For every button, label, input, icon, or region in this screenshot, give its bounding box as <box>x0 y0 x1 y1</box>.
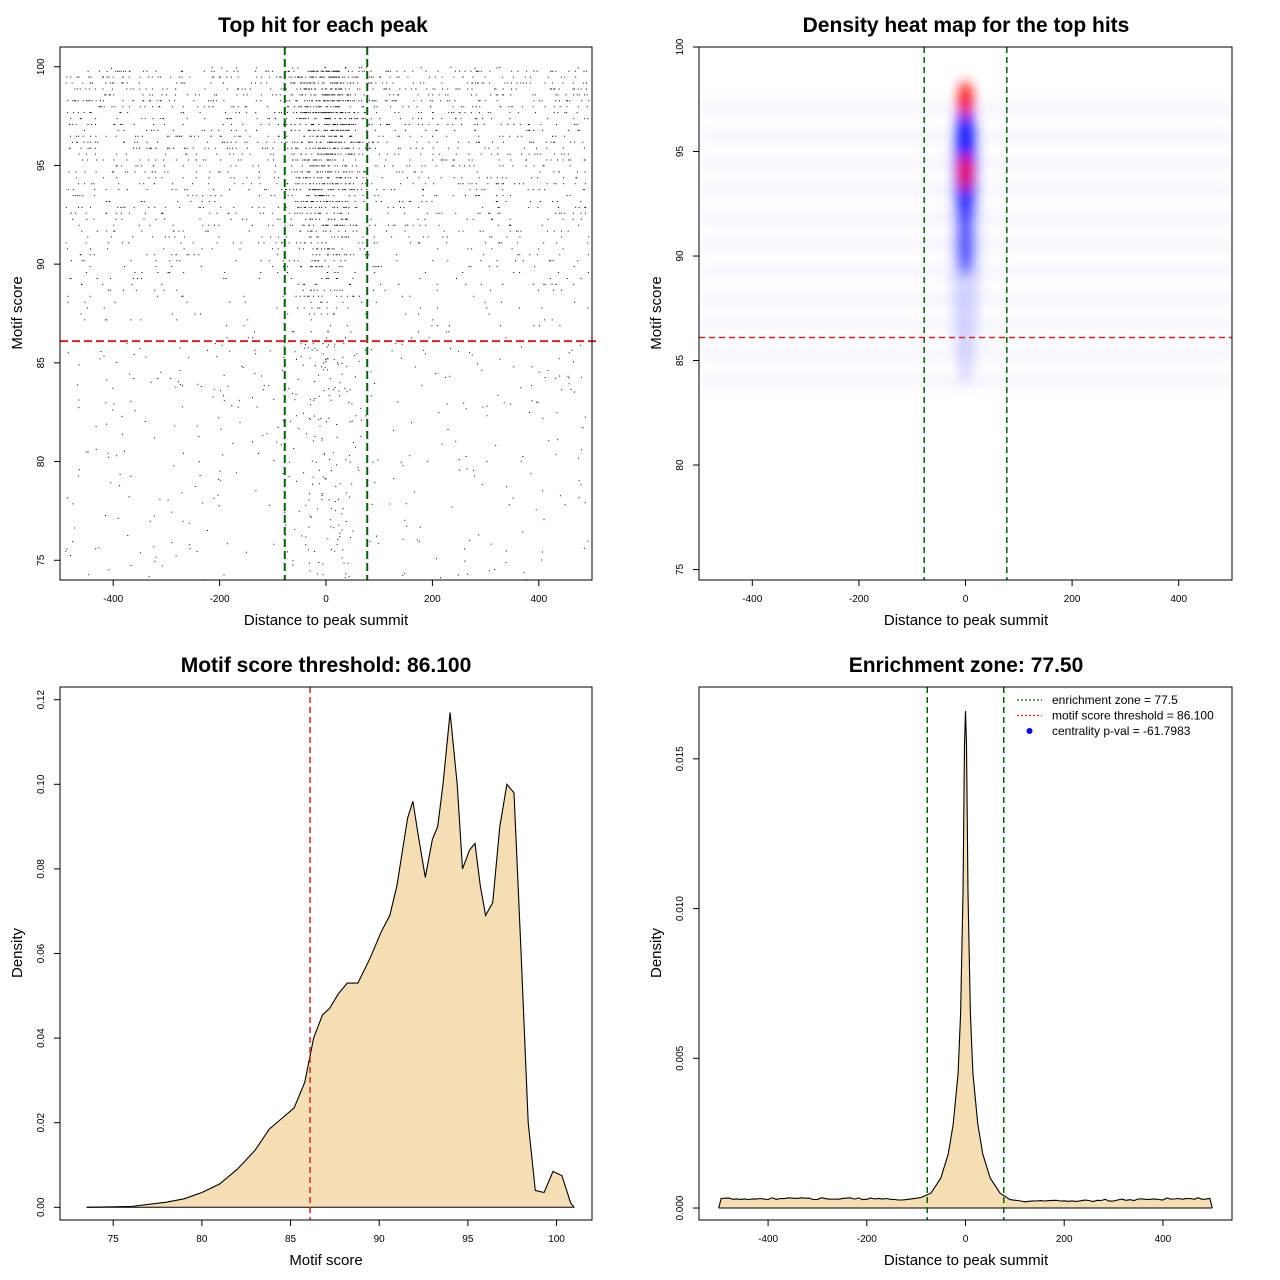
y-tick-label: 75 <box>36 554 47 566</box>
chart-title: Enrichment zone: 77.50 <box>849 654 1084 677</box>
y-tick-label: 90 <box>36 258 47 270</box>
legend: enrichment zone = 77.5 motif score thresh… <box>1017 693 1214 738</box>
density-curve <box>718 710 1213 1209</box>
x-tick-label: -400 <box>742 594 762 605</box>
y-tick-label: 100 <box>675 38 686 55</box>
density-curve <box>86 712 575 1208</box>
chart-title: Motif score threshold: 86.100 <box>181 654 472 677</box>
x-tick-label: 80 <box>196 1234 208 1245</box>
legend-label: motif score threshold = 86.100 <box>1052 709 1214 723</box>
y-tick-label: 85 <box>675 355 686 367</box>
y-axis-label: Density <box>9 927 26 978</box>
panel-score-density: Motif score threshold: 86.100 75 80 85 90 95… <box>9 654 593 1269</box>
panel-distance-density: Enrichment zone: 77.50 -400 -200 0 200 400 0… <box>648 654 1233 1269</box>
y-tick-label: 0.04 <box>36 1028 47 1048</box>
density-area <box>86 712 575 1208</box>
panel-heatmap: Density heat map for the top hits -400 -2… <box>648 14 1233 629</box>
reference-lines <box>60 47 598 580</box>
y-tick-label: 0.02 <box>36 1113 47 1133</box>
x-axis: -400 -200 0 200 400 <box>103 580 548 605</box>
legend-label: enrichment zone = 77.5 <box>1052 693 1178 707</box>
x-axis-label: Distance to peak summit <box>244 612 409 629</box>
y-axis-label: Motif score <box>9 276 26 349</box>
x-tick-label: -400 <box>758 1234 778 1245</box>
heat-core <box>951 81 980 386</box>
chart-title: Top hit for each peak <box>218 14 428 37</box>
reference-lines <box>926 687 1005 1220</box>
x-axis-label: Distance to peak summit <box>884 1252 1049 1269</box>
x-tick-label: 90 <box>374 1234 386 1245</box>
x-tick-label: 95 <box>462 1234 474 1245</box>
x-axis-label: Distance to peak summit <box>884 612 1049 629</box>
y-axis: 75 80 85 90 95 100 <box>36 58 60 566</box>
y-tick-label: 75 <box>675 564 686 576</box>
x-tick-label: -200 <box>849 594 869 605</box>
x-tick-label: 100 <box>548 1234 565 1245</box>
x-tick-label: 200 <box>424 594 441 605</box>
y-tick-label: 0.00 <box>36 1197 47 1217</box>
x-tick-label: 75 <box>108 1234 120 1245</box>
x-tick-label: 200 <box>1064 594 1081 605</box>
y-tick-label: 0.005 <box>675 1045 686 1070</box>
plot-frame <box>59 46 593 581</box>
heat-column <box>958 215 973 276</box>
y-axis-label: Motif score <box>648 276 665 349</box>
x-tick-label: 0 <box>323 594 329 605</box>
x-tick-label: -200 <box>857 1234 877 1245</box>
y-axis: 0.00 0.02 0.04 0.06 0.08 0.10 0.12 <box>36 690 60 1217</box>
y-tick-label: 0.10 <box>36 774 47 794</box>
legend-swatch <box>1026 728 1033 734</box>
x-tick-label: 200 <box>1056 1234 1073 1245</box>
y-tick-label: 80 <box>36 456 47 468</box>
x-tick-label: -200 <box>210 594 230 605</box>
legend-label: centrality p-val = -61.7983 <box>1052 724 1191 738</box>
x-tick-label: 0 <box>963 1234 969 1245</box>
panel-scatter: Top hit for each peak -400 -200 0 200 400 75… <box>9 14 598 629</box>
y-tick-label: 0.12 <box>36 690 47 710</box>
y-tick-label: 0.015 <box>675 746 686 771</box>
x-axis: -400 -200 0 200 400 <box>758 1220 1172 1245</box>
y-tick-label: 100 <box>36 58 47 75</box>
scatter-point <box>65 66 590 580</box>
y-axis-label: Density <box>648 927 665 978</box>
chart-title: Density heat map for the top hits <box>803 14 1130 37</box>
x-axis: -400 -200 0 200 400 <box>742 580 1187 605</box>
y-tick-label: 80 <box>675 459 686 471</box>
y-tick-label: 0.010 <box>675 896 686 921</box>
density-fill <box>86 712 575 1208</box>
y-tick-label: 95 <box>36 159 47 171</box>
y-tick-label: 90 <box>675 250 686 262</box>
density-area <box>718 710 1213 1209</box>
y-axis: 0.000 0.005 0.010 0.015 <box>675 746 699 1221</box>
x-tick-label: 85 <box>285 1234 297 1245</box>
heat-hotspot <box>958 154 973 191</box>
heat-hotspot <box>958 81 973 118</box>
reference-lines <box>699 47 1232 580</box>
x-tick-label: 400 <box>1155 1234 1172 1245</box>
y-tick-label: 0.08 <box>36 859 47 879</box>
y-tick-label: 85 <box>36 357 47 369</box>
heatmap <box>699 47 1232 580</box>
y-axis: 75 80 85 90 95 100 <box>675 38 699 575</box>
x-axis: 75 80 85 90 95 100 <box>108 1220 565 1245</box>
density-fill <box>718 711 1213 1209</box>
x-tick-label: -400 <box>103 594 123 605</box>
x-tick-label: 400 <box>1170 594 1187 605</box>
y-tick-label: 95 <box>675 146 686 158</box>
x-axis-label: Motif score <box>289 1252 362 1269</box>
heat-hotspot <box>959 202 972 227</box>
scatter-points <box>65 66 590 580</box>
y-tick-label: 0.000 <box>675 1195 686 1220</box>
x-tick-label: 400 <box>530 594 547 605</box>
y-tick-label: 0.06 <box>36 943 47 963</box>
x-tick-label: 0 <box>963 594 969 605</box>
